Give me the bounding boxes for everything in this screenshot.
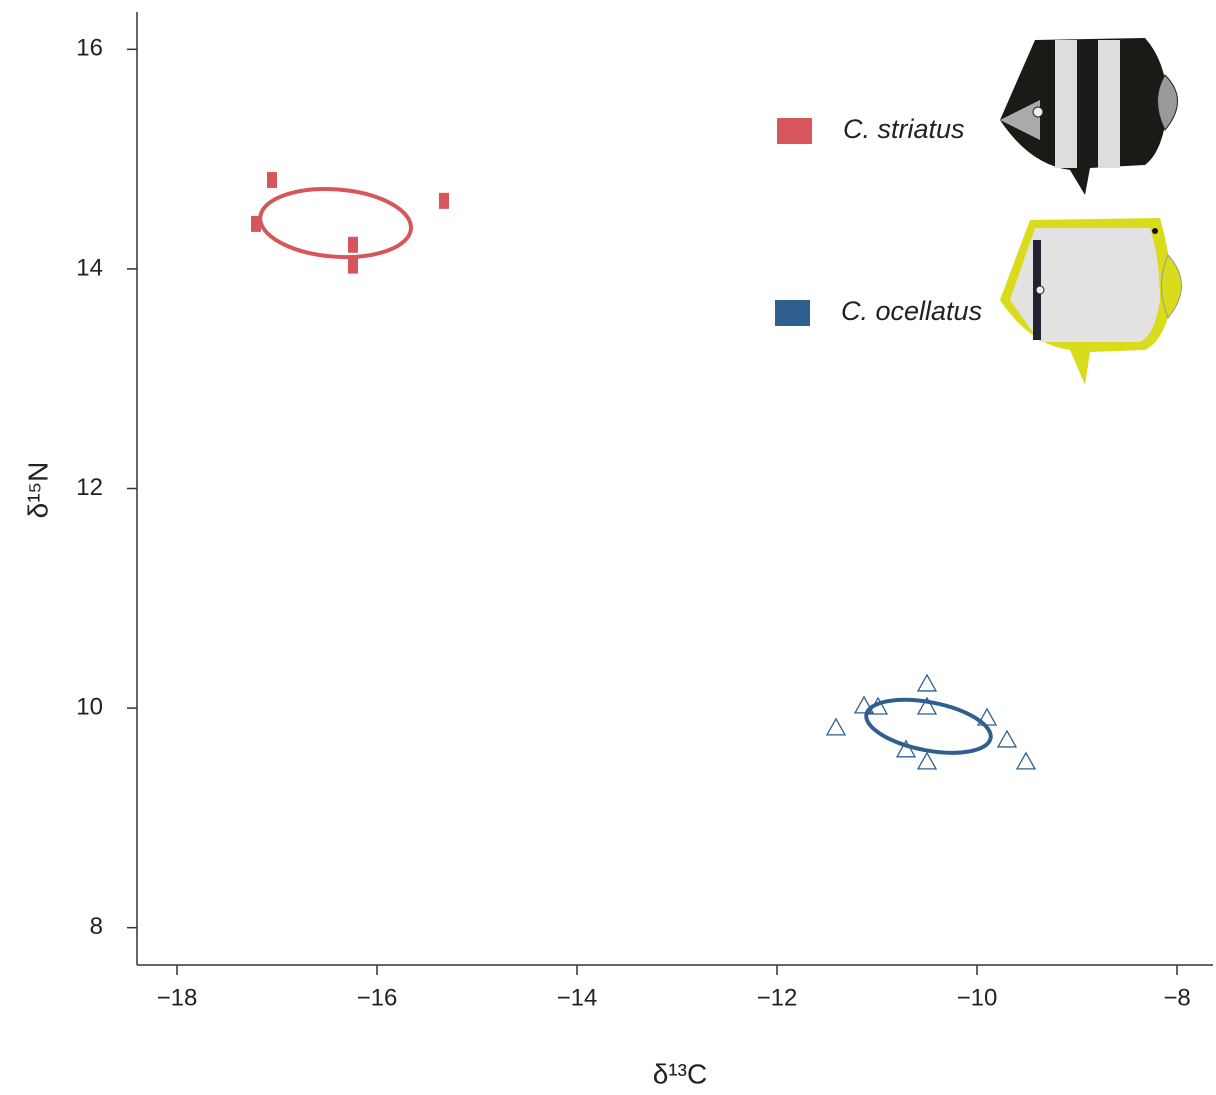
- point: [439, 193, 449, 209]
- x-tick-label: −18: [157, 984, 198, 1011]
- point: [998, 731, 1016, 747]
- x-tick-label: −8: [1163, 984, 1190, 1011]
- x-tick-label: −14: [557, 984, 598, 1011]
- point: [251, 216, 261, 232]
- x-axis-label: δ¹³C: [653, 1058, 707, 1089]
- fish-icon-striatus: [1000, 38, 1178, 195]
- legend-swatch: [775, 300, 810, 326]
- fish-icon-ocellatus: [1000, 218, 1182, 385]
- point: [348, 237, 358, 253]
- point: [1017, 753, 1035, 769]
- legend-swatch: [777, 118, 812, 144]
- y-tick-label: 16: [76, 35, 103, 62]
- point: [918, 753, 936, 769]
- point: [267, 172, 277, 188]
- y-tick-label: 12: [76, 474, 103, 501]
- x-tick-label: −16: [357, 984, 398, 1011]
- y-axis-label: δ¹⁵N: [22, 462, 53, 519]
- point: [348, 258, 358, 274]
- x-tick-label: −10: [957, 984, 998, 1011]
- legend-label: C. striatus: [843, 114, 965, 144]
- y-tick-label: 8: [90, 913, 103, 940]
- standard-ellipse: [258, 184, 414, 263]
- chart: δ¹³C δ¹⁵N −18 −16 −14 −12 −10 −8 8 10 12 14 16 C. s…: [0, 0, 1216, 1095]
- y-tick-label: 14: [76, 254, 103, 281]
- point: [827, 719, 845, 735]
- x-tick-label: −12: [757, 984, 798, 1011]
- point: [918, 675, 936, 691]
- legend-label: C. ocellatus: [841, 296, 982, 326]
- y-tick-label: 10: [76, 693, 103, 720]
